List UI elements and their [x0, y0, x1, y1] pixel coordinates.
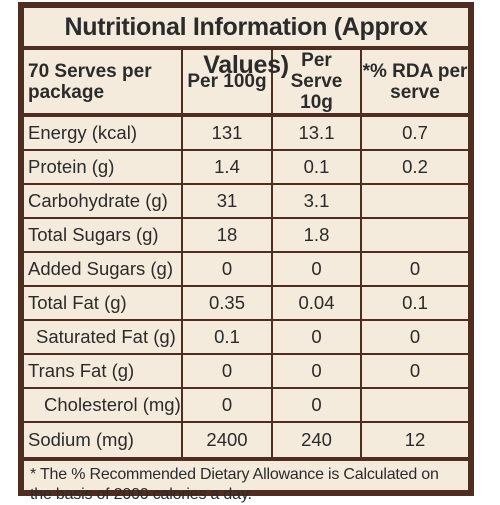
value-per-100g: 2400	[182, 422, 273, 461]
value-per-serve: 240	[272, 422, 362, 461]
value-per-100g: 1.4	[182, 150, 273, 185]
header-row: 70 Serves per package Per 100g Per Serve…	[24, 50, 468, 117]
value-rda	[361, 218, 468, 253]
table-row: Total Sugars (g) 18 1.8	[24, 218, 468, 253]
value-per-serve: 0	[272, 388, 362, 423]
value-per-serve: 13.1	[272, 115, 362, 151]
nutrient-name: Energy (kcal)	[24, 115, 183, 151]
value-rda: 0.7	[361, 115, 468, 151]
nutrient-name: Total Fat (g)	[24, 286, 183, 321]
header-rda: *% RDA per serve	[361, 50, 468, 117]
nutrient-name: Saturated Fat (g)	[24, 320, 183, 355]
nutrition-panel: Nutritional Information (Approx Values) …	[18, 2, 474, 503]
value-per-100g: 18	[182, 218, 273, 253]
value-per-serve: 0	[272, 252, 362, 287]
table-row: Energy (kcal) 131 13.1 0.7	[24, 115, 468, 151]
value-per-serve: 0	[272, 354, 362, 389]
nutrient-name: Total Sugars (g)	[24, 218, 183, 253]
value-per-100g: 0	[182, 252, 273, 287]
value-per-serve: 0.1	[272, 150, 362, 185]
value-rda: 0.1	[361, 286, 468, 321]
value-per-serve: 1.8	[272, 218, 362, 253]
nutrient-name: Trans Fat (g)	[24, 354, 183, 389]
value-per-serve: 0.04	[272, 286, 362, 321]
value-rda	[361, 388, 468, 423]
value-rda: 0	[361, 252, 468, 287]
value-per-100g: 0.35	[182, 286, 273, 321]
table-row: Cholesterol (mg) 0 0	[24, 388, 468, 423]
value-rda: 0	[361, 354, 468, 389]
table-row: Protein (g) 1.4 0.1 0.2	[24, 150, 468, 185]
table-row: Carbohydrate (g) 31 3.1	[24, 184, 468, 219]
value-per-100g: 31	[182, 184, 273, 219]
value-rda: 0.2	[361, 150, 468, 185]
value-rda	[361, 184, 468, 219]
nutrient-name: Sodium (mg)	[24, 422, 183, 461]
value-per-100g: 0	[182, 388, 273, 423]
panel-title: Nutritional Information (Approx Values)	[24, 8, 468, 79]
table-row: Sodium (mg) 2400 240 12	[24, 422, 468, 461]
nutrient-name: Carbohydrate (g)	[24, 184, 183, 219]
table-row: Total Fat (g) 0.35 0.04 0.1	[24, 286, 468, 321]
footnote: * The % Recommended Dietary Allowance is…	[30, 466, 439, 503]
nutrient-name: Cholesterol (mg)	[24, 388, 183, 423]
value-per-100g: 0.1	[182, 320, 273, 355]
table-row: Trans Fat (g) 0 0 0	[24, 354, 468, 389]
value-per-100g: 0	[182, 354, 273, 389]
header-per-serve: Per Serve 10g	[272, 50, 362, 117]
value-per-100g: 131	[182, 115, 273, 151]
value-rda: 12	[361, 422, 468, 461]
header-per-100g: Per 100g	[182, 50, 273, 117]
table-row: Added Sugars (g) 0 0 0	[24, 252, 468, 287]
nutrition-table: 70 Serves per package Per 100g Per Serve…	[24, 50, 468, 461]
nutrient-name: Added Sugars (g)	[24, 252, 183, 287]
table-row: Saturated Fat (g) 0.1 0 0	[24, 320, 468, 355]
value-per-serve: 0	[272, 320, 362, 355]
nutrient-name: Protein (g)	[24, 150, 183, 185]
value-per-serve: 3.1	[272, 184, 362, 219]
value-rda: 0	[361, 320, 468, 355]
header-serves: 70 Serves per package	[24, 50, 183, 117]
